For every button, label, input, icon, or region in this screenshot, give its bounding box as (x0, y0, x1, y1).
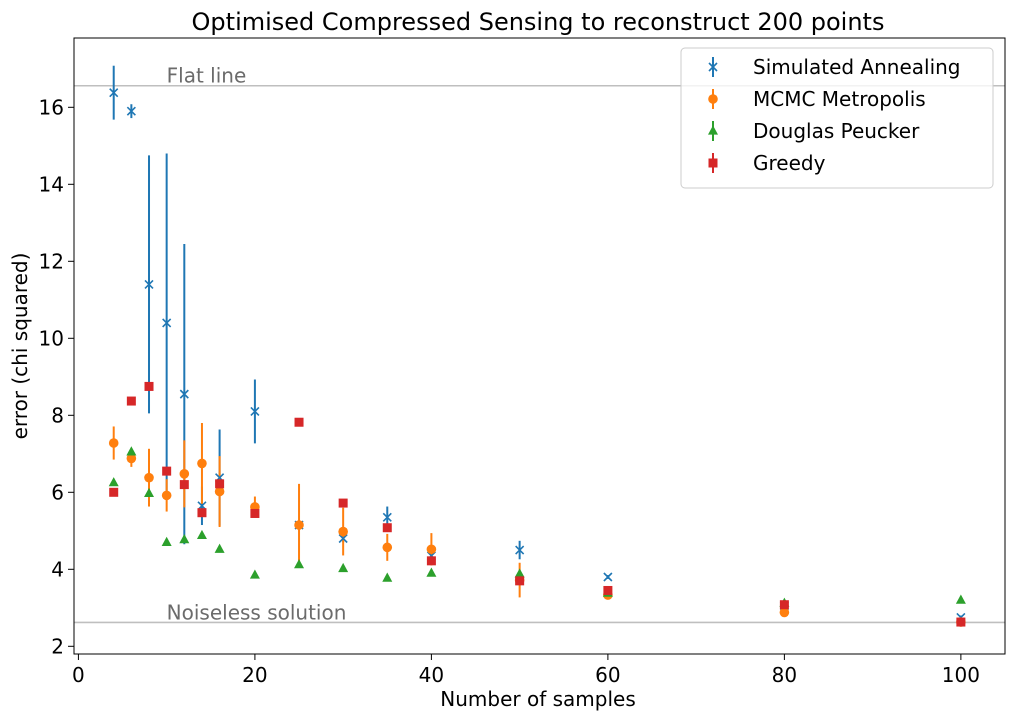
data-point-greedy-2 (144, 381, 154, 391)
data-point-mcmc-metropolis-9 (338, 526, 348, 537)
data-point-douglas-peucker-7 (249, 569, 260, 579)
legend-marker-mcmc-metropolis (708, 94, 718, 104)
data-point-mcmc-metropolis-11 (426, 544, 437, 555)
data-point-douglas-peucker-12 (514, 568, 525, 578)
legend-label-simulated-annealing: Simulated Annealing (753, 55, 961, 79)
data-point-simulated-annealing-10-stroke-b (382, 512, 392, 522)
x-tick-label-20: 20 (242, 663, 267, 687)
legend-marker-greedy (708, 158, 718, 168)
y-tick-label-2: 2 (51, 634, 64, 658)
data-point-simulated-annealing-0-stroke-b (109, 88, 119, 98)
legend-marker-simulated-annealing-stroke-b (708, 62, 718, 72)
data-point-douglas-peucker-3 (161, 536, 172, 546)
chart-title: Optimised Compressed Sensing to reconstr… (192, 8, 885, 36)
data-point-greedy-0 (109, 487, 119, 497)
data-point-douglas-peucker-11 (426, 567, 437, 577)
data-point-douglas-peucker-8 (294, 559, 305, 569)
legend-label-mcmc-metropolis: MCMC Metropolis (753, 87, 926, 111)
data-point-simulated-annealing-13 (603, 572, 613, 582)
data-point-douglas-peucker-15 (955, 594, 966, 604)
y-tick-label-14: 14 (39, 172, 64, 196)
data-point-simulated-annealing-1 (126, 106, 136, 116)
legend-marker-simulated-annealing (708, 62, 718, 72)
legend-label-douglas-peucker: Douglas Peucker (753, 119, 920, 143)
x-tick-label-100: 100 (942, 663, 980, 687)
data-point-simulated-annealing-9-stroke-b (338, 533, 348, 544)
reference-label-flat-line: Flat line (167, 64, 247, 88)
data-point-simulated-annealing-1-stroke-b (126, 106, 136, 116)
data-point-greedy-4 (179, 480, 189, 490)
data-point-mcmc-metropolis-3 (161, 490, 172, 501)
data-point-simulated-annealing-3 (162, 318, 172, 328)
data-point-greedy-13 (603, 585, 613, 595)
data-point-mcmc-metropolis-2 (144, 472, 154, 483)
data-point-mcmc-metropolis-4 (179, 469, 190, 479)
data-point-douglas-peucker-4 (179, 534, 190, 544)
data-point-simulated-annealing-12 (515, 545, 525, 555)
x-tick-label-80: 80 (772, 663, 797, 687)
y-tick-label-16: 16 (39, 95, 64, 119)
data-point-greedy-8 (294, 417, 304, 427)
data-point-simulated-annealing-0 (109, 88, 119, 98)
data-point-simulated-annealing-2 (144, 279, 154, 289)
x-tick-label-0: 0 (72, 663, 85, 687)
data-point-mcmc-metropolis-6 (214, 486, 225, 497)
legend-label-greedy: Greedy (753, 151, 826, 175)
data-point-mcmc-metropolis-8 (294, 520, 304, 530)
data-point-greedy-14 (779, 600, 789, 610)
x-tick-label-60: 60 (595, 663, 620, 687)
data-point-douglas-peucker-1 (126, 446, 137, 456)
data-point-greedy-1 (126, 396, 136, 406)
data-point-douglas-peucker-0 (108, 477, 119, 487)
data-point-simulated-annealing-7-stroke-b (250, 406, 260, 417)
data-point-mcmc-metropolis-0 (108, 438, 119, 448)
y-axis-label: error (chi squared) (8, 253, 32, 440)
data-point-greedy-11 (426, 556, 436, 566)
data-point-simulated-annealing-10 (382, 512, 392, 522)
plot-area-frame (73, 37, 1006, 655)
legend: Simulated Annealing MCMC Metropolis Dougla… (680, 47, 994, 189)
data-point-douglas-peucker-10 (382, 572, 393, 582)
x-tick-label-40: 40 (419, 663, 444, 687)
data-point-mcmc-metropolis-5 (197, 458, 207, 469)
data-point-douglas-peucker-2 (144, 487, 155, 498)
data-point-mcmc-metropolis-10 (382, 542, 393, 553)
y-tick-label-8: 8 (51, 403, 64, 427)
legend-box (680, 47, 994, 189)
x-axis-label: Number of samples (440, 687, 635, 711)
data-point-mcmc-metropolis-1 (126, 453, 137, 464)
data-point-greedy-12 (515, 576, 525, 586)
data-point-simulated-annealing-9 (338, 533, 348, 544)
data-point-simulated-annealing-13-stroke-b (603, 572, 613, 582)
data-point-greedy-6 (215, 479, 225, 489)
data-point-simulated-annealing-12-stroke-b (515, 545, 525, 555)
legend-marker-douglas-peucker (708, 125, 718, 135)
reference-label-noiseless-solution: Noiseless solution (167, 600, 347, 624)
data-point-greedy-9 (338, 498, 348, 508)
y-tick-label-10: 10 (39, 326, 64, 350)
data-point-simulated-annealing-2-stroke-b (144, 279, 154, 289)
data-point-simulated-annealing-4 (179, 389, 189, 399)
data-point-greedy-15 (956, 617, 966, 627)
data-point-simulated-annealing-3-stroke-b (162, 318, 172, 328)
data-markers (108, 88, 966, 627)
data-point-simulated-annealing-7 (250, 406, 260, 417)
axis-ticks: 0 20 40 60 80 100 2 4 6 8 10 12 14 16 (39, 95, 980, 687)
data-point-greedy-10 (382, 523, 392, 533)
data-point-douglas-peucker-9 (338, 562, 349, 573)
y-tick-label-12: 12 (39, 249, 64, 273)
data-point-douglas-peucker-5 (196, 529, 207, 540)
data-point-mcmc-metropolis-14 (779, 607, 790, 618)
data-point-douglas-peucker-6 (214, 543, 225, 553)
data-point-greedy-7 (250, 508, 260, 518)
data-point-greedy-5 (197, 508, 207, 518)
data-point-greedy-3 (162, 466, 172, 476)
y-tick-label-6: 6 (51, 480, 64, 504)
data-point-simulated-annealing-4-stroke-b (179, 389, 189, 399)
y-tick-label-4: 4 (51, 557, 64, 581)
